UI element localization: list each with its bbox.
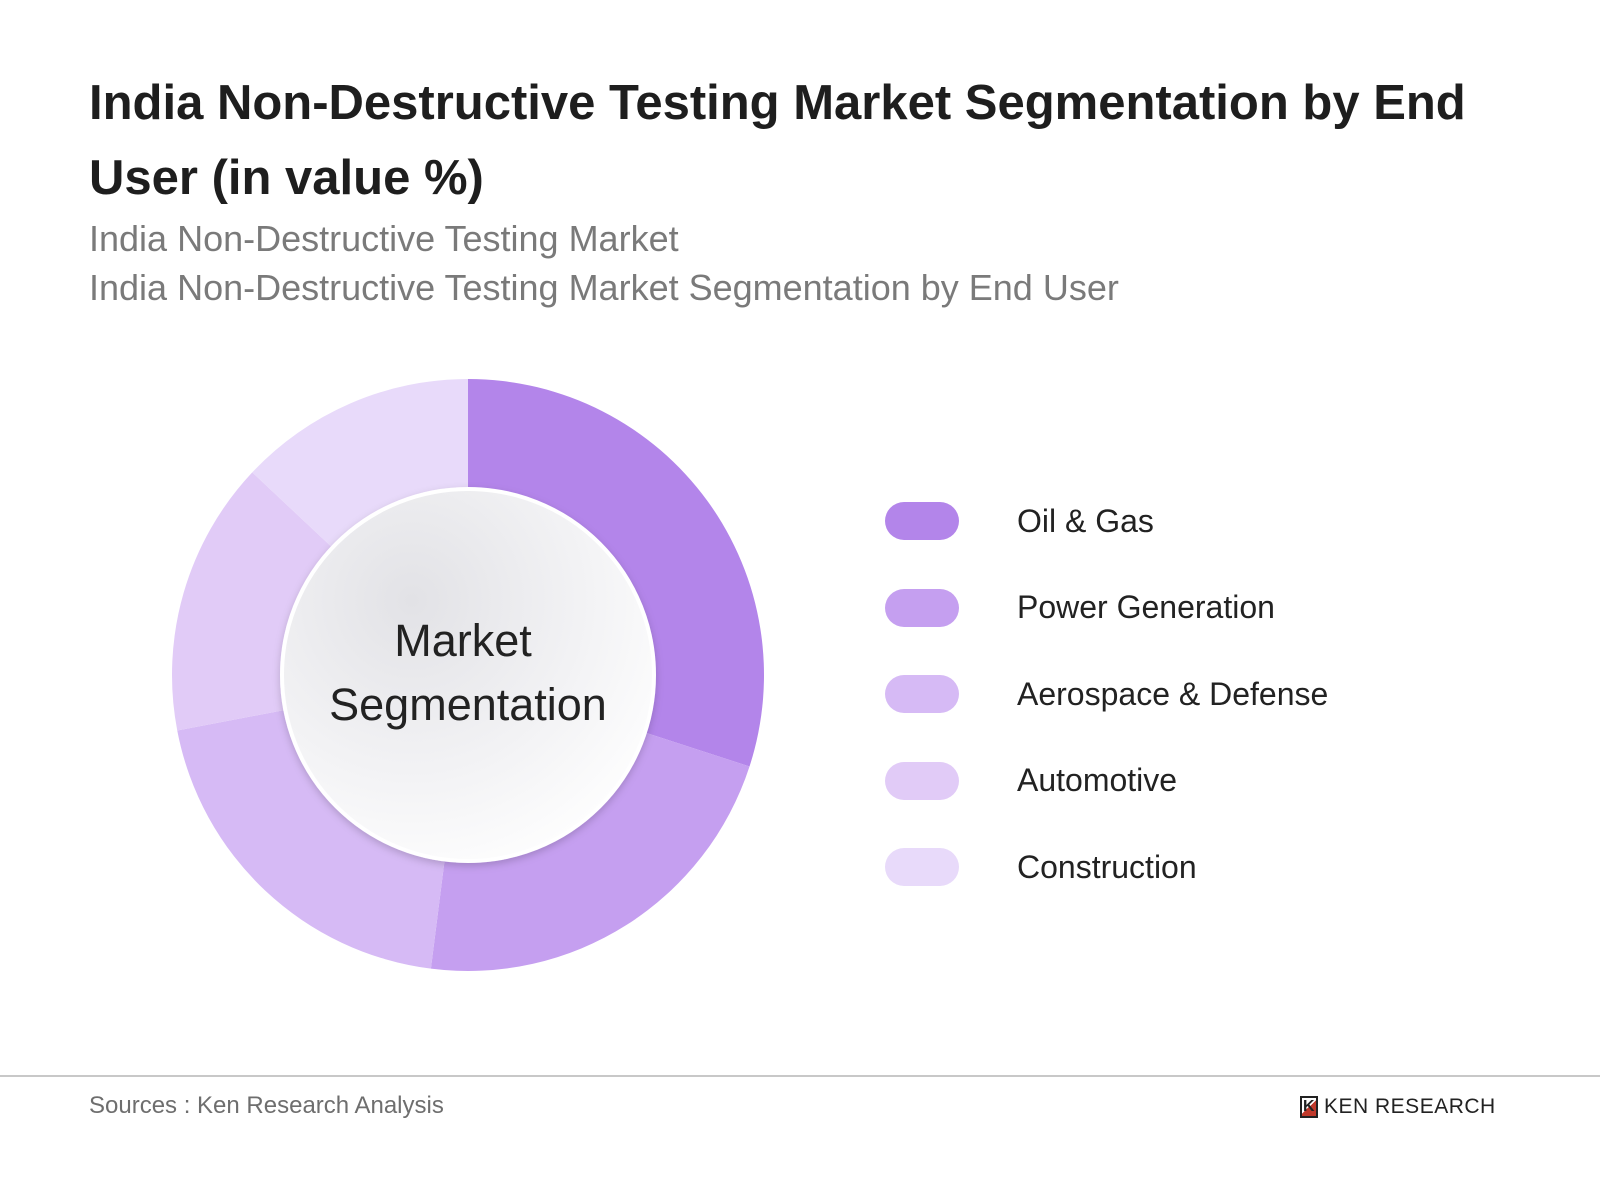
subtitle-2: India Non-Destructive Testing Market Seg…	[89, 267, 1119, 308]
center-label-line-1: Market	[394, 615, 532, 666]
legend-label: Power Generation	[1017, 589, 1275, 626]
logo-mark-icon: K	[1300, 1096, 1318, 1118]
source-note: Sources : Ken Research Analysis	[89, 1092, 444, 1119]
legend-item-oil-gas: Oil & Gas	[885, 478, 1328, 565]
legend-swatch	[885, 675, 959, 714]
footer-divider	[0, 1075, 1600, 1077]
legend-item-construction: Construction	[885, 824, 1328, 911]
legend-label: Oil & Gas	[1017, 502, 1154, 539]
legend-item-aerospace-defense: Aerospace & Defense	[885, 651, 1328, 738]
legend-label: Aerospace & Defense	[1017, 675, 1329, 712]
legend: Oil & Gas Power Generation Aerospace & D…	[885, 478, 1328, 911]
slice-power-generation	[430, 730, 750, 971]
slice-construction	[252, 379, 468, 552]
slice-automotive	[172, 472, 337, 731]
slice-oil-gas	[468, 379, 764, 767]
legend-swatch	[885, 761, 959, 800]
legend-swatch	[885, 588, 959, 627]
legend-label: Automotive	[1017, 762, 1178, 799]
chart-title: India Non-Destructive Testing Market Seg…	[89, 76, 1466, 205]
legend-item-automotive: Automotive	[885, 738, 1328, 825]
subtitle-1: India Non-Destructive Testing Market	[89, 218, 679, 259]
legend-swatch	[885, 502, 959, 541]
legend-label: Construction	[1017, 848, 1197, 885]
ken-research-logo: K KEN RESEARCH	[1300, 1095, 1496, 1119]
slice-aerospace-defense	[177, 708, 446, 969]
legend-item-power-generation: Power Generation	[885, 565, 1328, 652]
center-circle	[280, 487, 656, 863]
center-label-line-2: Segmentation	[329, 679, 607, 730]
donut-chart: Market Segmentation	[172, 379, 764, 971]
logo-text: KEN RESEARCH	[1324, 1095, 1496, 1118]
legend-swatch	[885, 848, 959, 887]
